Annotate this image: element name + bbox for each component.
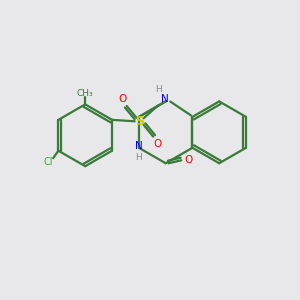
Text: O: O — [154, 139, 162, 149]
Text: S: S — [136, 115, 145, 128]
Text: CH₃: CH₃ — [77, 89, 94, 98]
Text: O: O — [185, 155, 193, 165]
Text: N: N — [135, 141, 143, 151]
Text: Cl: Cl — [44, 157, 53, 167]
Text: H: H — [136, 153, 142, 162]
Text: O: O — [118, 94, 126, 103]
Text: H: H — [155, 85, 162, 94]
Text: N: N — [161, 94, 169, 104]
